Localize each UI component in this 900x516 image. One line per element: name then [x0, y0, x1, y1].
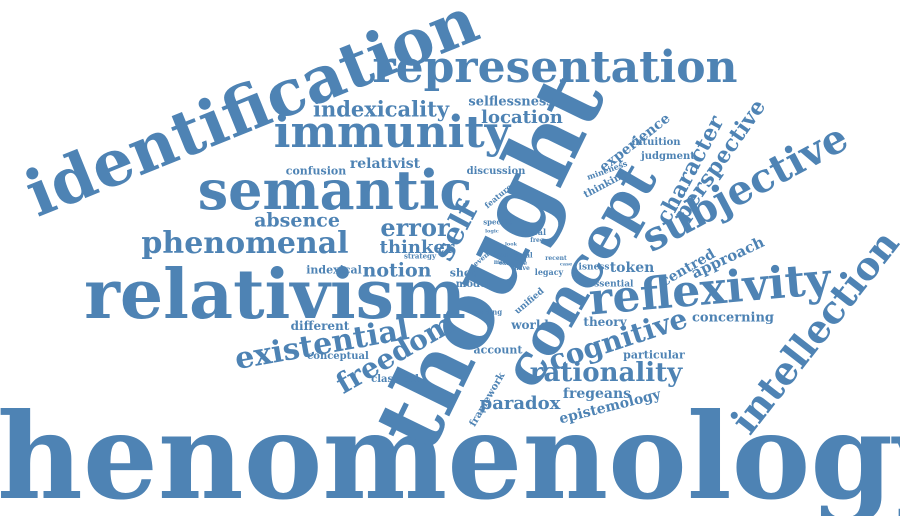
word-strategy: strategy: [403, 251, 437, 261]
word-phenomenology: phenomenology: [0, 387, 900, 516]
word-immunity: immunity: [273, 107, 511, 158]
word-concerning: concerning: [691, 310, 775, 326]
word-selflessness: selflessness: [468, 94, 554, 110]
word-free: free: [530, 237, 544, 244]
word-legacy: legacy: [534, 267, 564, 277]
word-relativist: relativist: [349, 156, 421, 172]
word-location: location: [481, 107, 563, 128]
word-shot: shot: [449, 266, 477, 280]
word-examine: examine: [498, 260, 528, 267]
word-indexicality: indexicality: [312, 96, 450, 122]
word-different: different: [290, 319, 350, 333]
word-tied: tied: [515, 257, 527, 264]
word-essential: essential: [588, 279, 634, 290]
word-discussion: discussion: [466, 166, 526, 177]
word-rationality: rationality: [529, 358, 683, 388]
word-phenomenal: phenomenal: [141, 226, 349, 261]
word-classical: classical: [371, 374, 419, 385]
word-representation: representation: [372, 42, 738, 93]
word-error: error: [380, 213, 450, 242]
word-fregeans: fregeans: [562, 386, 632, 402]
word-particular: particular: [623, 348, 685, 362]
word-world: world: [511, 318, 549, 332]
word-critical: critical: [514, 227, 546, 237]
word-model: model: [455, 279, 491, 290]
word-logic: logic: [485, 228, 499, 235]
word-most: most: [493, 259, 511, 266]
word-look: look: [504, 241, 518, 248]
word-account: account: [473, 343, 523, 357]
word-token: token: [609, 260, 655, 276]
word-relativism: relativism: [84, 255, 466, 335]
word-absence: absence: [254, 209, 340, 232]
word-theory: theory: [583, 315, 627, 329]
word-reading: reading: [471, 307, 503, 317]
word-conceptual: conceptual: [307, 351, 369, 362]
word-semantic: semantic: [197, 158, 473, 222]
word-mental: mental: [505, 250, 533, 260]
word-last: last: [493, 252, 507, 259]
word-indexical: indexical: [306, 263, 362, 277]
word-recent: recent: [545, 255, 567, 262]
word-isness: isness: [578, 262, 610, 273]
word-confusion: confusion: [285, 164, 347, 178]
word-intuition: intuition: [631, 137, 681, 148]
word-notion: notion: [362, 259, 432, 282]
word-judgment: judgment: [641, 151, 695, 162]
word-thinker: thinker: [379, 237, 455, 258]
word-have: have: [514, 265, 530, 272]
word-case: case: [559, 261, 573, 268]
word-paradox: paradox: [479, 393, 561, 414]
word-specific: specific: [483, 217, 513, 227]
